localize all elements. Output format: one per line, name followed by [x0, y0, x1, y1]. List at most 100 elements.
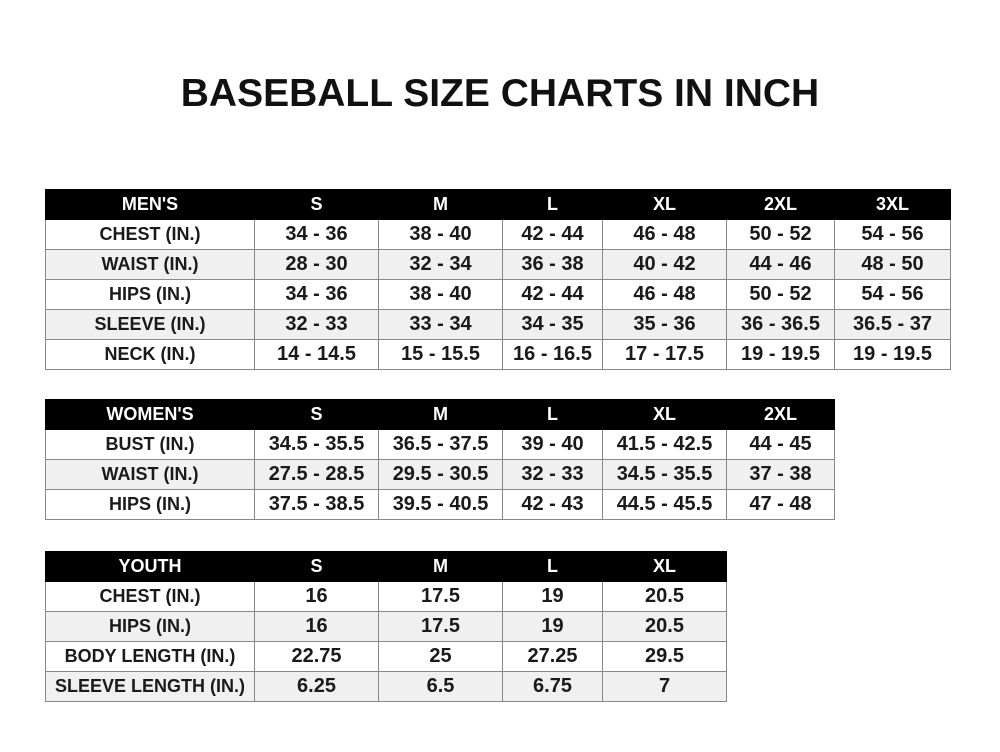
measurement-cell: 50 - 52 [726, 279, 835, 310]
measurement-cell: 38 - 40 [378, 279, 503, 310]
size-header: 3XL [834, 189, 951, 220]
measurement-cell: 41.5 - 42.5 [602, 429, 727, 460]
table-row: CHEST (IN.) 16 17.5 19 20.5 [45, 581, 727, 612]
category-header: YOUTH [45, 551, 255, 582]
size-header: XL [602, 399, 727, 430]
size-header: M [378, 189, 503, 220]
category-header: WOMEN'S [45, 399, 255, 430]
measurement-cell: 27.5 - 28.5 [254, 459, 379, 490]
measurement-cell: 54 - 56 [834, 219, 951, 250]
size-header: 2XL [726, 399, 835, 430]
measurement-cell: 34 - 36 [254, 219, 379, 250]
table-row: WAIST (IN.) 27.5 - 28.5 29.5 - 30.5 32 - 33… [45, 459, 835, 490]
measurement-cell: 36 - 36.5 [726, 309, 835, 340]
measurement-cell: 40 - 42 [602, 249, 727, 280]
measurement-cell: 34 - 35 [502, 309, 603, 340]
table-row: NECK (IN.) 14 - 14.5 15 - 15.5 16 - 16.5 17 … [45, 339, 951, 370]
measurement-cell: 36.5 - 37 [834, 309, 951, 340]
measurement-cell: 32 - 34 [378, 249, 503, 280]
measurement-cell: 19 - 19.5 [726, 339, 835, 370]
table-row: SLEEVE (IN.) 32 - 33 33 - 34 34 - 35 35 - 36… [45, 309, 951, 340]
size-header: M [378, 399, 503, 430]
table-row: HIPS (IN.) 37.5 - 38.5 39.5 - 40.5 42 - 43 4… [45, 489, 835, 520]
size-header: L [502, 399, 603, 430]
measurement-cell: 6.75 [502, 671, 603, 702]
table-row: WAIST (IN.) 28 - 30 32 - 34 36 - 38 40 - 42 4… [45, 249, 951, 280]
category-header: MEN'S [45, 189, 255, 220]
size-header: XL [602, 189, 727, 220]
measurement-cell: 46 - 48 [602, 279, 727, 310]
table-row: BODY LENGTH (IN.) 22.75 25 27.25 29.5 [45, 641, 727, 672]
measurement-cell: 39.5 - 40.5 [378, 489, 503, 520]
measurement-cell: 14 - 14.5 [254, 339, 379, 370]
row-label: HIPS (IN.) [45, 489, 255, 520]
measurement-cell: 37 - 38 [726, 459, 835, 490]
measurement-cell: 38 - 40 [378, 219, 503, 250]
row-label: HIPS (IN.) [45, 611, 255, 642]
measurement-cell: 25 [378, 641, 503, 672]
measurement-cell: 28 - 30 [254, 249, 379, 280]
measurement-cell: 29.5 [602, 641, 727, 672]
measurement-cell: 34 - 36 [254, 279, 379, 310]
table-row: SLEEVE LENGTH (IN.) 6.25 6.5 6.75 7 [45, 671, 727, 702]
row-label: WAIST (IN.) [45, 249, 255, 280]
measurement-cell: 42 - 44 [502, 279, 603, 310]
measurement-cell: 7 [602, 671, 727, 702]
measurement-cell: 27.25 [502, 641, 603, 672]
measurement-cell: 32 - 33 [254, 309, 379, 340]
measurement-cell: 17 - 17.5 [602, 339, 727, 370]
table-row: BUST (IN.) 34.5 - 35.5 36.5 - 37.5 39 - 40 4… [45, 429, 835, 460]
row-label: HIPS (IN.) [45, 279, 255, 310]
measurement-cell: 34.5 - 35.5 [602, 459, 727, 490]
row-label: NECK (IN.) [45, 339, 255, 370]
measurement-cell: 34.5 - 35.5 [254, 429, 379, 460]
table-row: HIPS (IN.) 34 - 36 38 - 40 42 - 44 46 - 48 50… [45, 279, 951, 310]
measurement-cell: 16 [254, 611, 379, 642]
size-header: S [254, 551, 379, 582]
row-label: WAIST (IN.) [45, 459, 255, 490]
youth-size-table: YOUTH S M L XL CHEST (IN.) 16 17.5 19 20.5 HIPS (I… [45, 551, 727, 702]
measurement-cell: 37.5 - 38.5 [254, 489, 379, 520]
size-header: 2XL [726, 189, 835, 220]
size-header: L [502, 551, 603, 582]
measurement-cell: 20.5 [602, 581, 727, 612]
row-label: SLEEVE LENGTH (IN.) [45, 671, 255, 702]
measurement-cell: 32 - 33 [502, 459, 603, 490]
row-label: BUST (IN.) [45, 429, 255, 460]
table-header-row: YOUTH S M L XL [45, 551, 727, 582]
row-label: CHEST (IN.) [45, 581, 255, 612]
page-title: BASEBALL SIZE CHARTS IN INCH [180, 72, 820, 115]
measurement-cell: 17.5 [378, 581, 503, 612]
measurement-cell: 42 - 44 [502, 219, 603, 250]
size-header: M [378, 551, 503, 582]
womens-size-table: WOMEN'S S M L XL 2XL BUST (IN.) 34.5 - 35.5 36.5… [45, 399, 835, 520]
measurement-cell: 44 - 46 [726, 249, 835, 280]
table-header-row: WOMEN'S S M L XL 2XL [45, 399, 835, 430]
measurement-cell: 29.5 - 30.5 [378, 459, 503, 490]
row-label: BODY LENGTH (IN.) [45, 641, 255, 672]
measurement-cell: 19 - 19.5 [834, 339, 951, 370]
measurement-cell: 33 - 34 [378, 309, 503, 340]
measurement-cell: 39 - 40 [502, 429, 603, 460]
measurement-cell: 17.5 [378, 611, 503, 642]
measurement-cell: 44 - 45 [726, 429, 835, 460]
measurement-cell: 54 - 56 [834, 279, 951, 310]
measurement-cell: 16 - 16.5 [502, 339, 603, 370]
measurement-cell: 16 [254, 581, 379, 612]
measurement-cell: 50 - 52 [726, 219, 835, 250]
row-label: SLEEVE (IN.) [45, 309, 255, 340]
measurement-cell: 35 - 36 [602, 309, 727, 340]
measurement-cell: 48 - 50 [834, 249, 951, 280]
measurement-cell: 6.25 [254, 671, 379, 702]
measurement-cell: 42 - 43 [502, 489, 603, 520]
measurement-cell: 47 - 48 [726, 489, 835, 520]
measurement-cell: 36 - 38 [502, 249, 603, 280]
size-header: S [254, 399, 379, 430]
measurement-cell: 19 [502, 581, 603, 612]
measurement-cell: 19 [502, 611, 603, 642]
measurement-cell: 6.5 [378, 671, 503, 702]
size-header: S [254, 189, 379, 220]
size-header: L [502, 189, 603, 220]
table-row: CHEST (IN.) 34 - 36 38 - 40 42 - 44 46 - 48 5… [45, 219, 951, 250]
table-header-row: MEN'S S M L XL 2XL 3XL [45, 189, 951, 220]
